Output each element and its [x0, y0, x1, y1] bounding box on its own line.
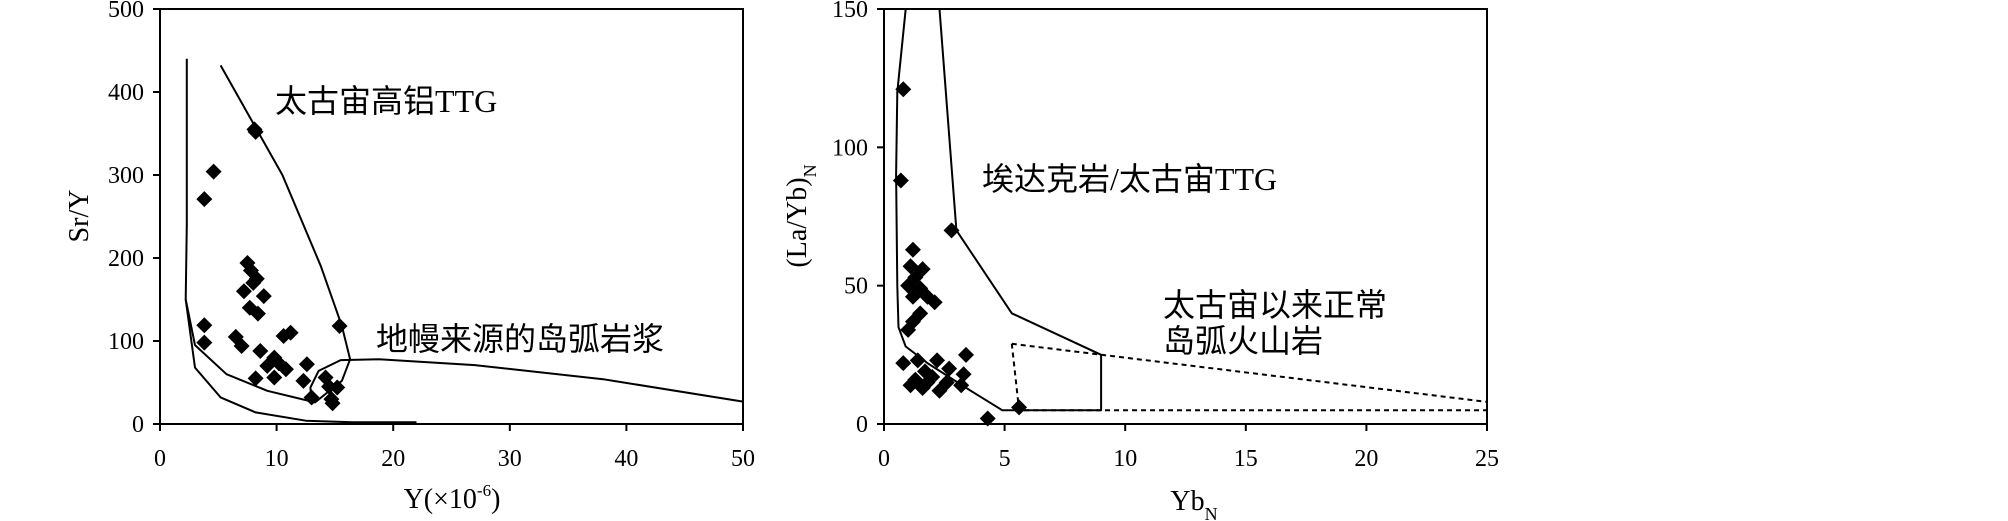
chart1-data-point: [259, 357, 276, 374]
chart1-y-tick-label: 300: [108, 163, 144, 189]
chart2-x-tick-label: 0: [878, 446, 890, 472]
chart2-data-point: [914, 380, 931, 397]
chart1-data-point: [298, 356, 315, 373]
chart2-annotation-normal-arc-line1: 太古宙以来正常: [1163, 287, 1387, 323]
chart1-data-point: [241, 299, 258, 316]
chart1-data-point: [266, 369, 283, 386]
chart1-y-tick-label: 0: [132, 412, 144, 438]
chart1-data-point: [196, 317, 213, 334]
chart1-data-point: [196, 191, 213, 208]
chart1-curve-arc-magma-field: [184, 299, 417, 424]
chart1-data-point: [235, 283, 252, 300]
chart1-plot-frame: [159, 8, 744, 425]
chart1-field-boundaries: [184, 58, 744, 424]
chart1-data-point: [205, 163, 222, 180]
chart-la-yb-vs-yb: 0 5 10 15 20 25 0 50 100 150 埃达克岩/太古宙TTG 太古宙以来正常…: [782, 0, 1499, 521]
chart2-curve-normal-arc-field: [1010, 342, 1488, 412]
chart2-annotation-adakite-ttg: 埃达克岩/太古宙TTG: [982, 161, 1277, 197]
chart2-data-point: [895, 81, 912, 98]
chart1-x-ticks: 0 10 20 30 40 50: [154, 424, 755, 472]
chart1-y-axis-title: Sr/Y: [64, 190, 95, 243]
chart2-x-tick-label: 10: [1113, 446, 1137, 472]
chart2-x-tick-label: 15: [1234, 446, 1258, 472]
chart1-data-point: [255, 288, 272, 305]
chart1-data-point: [247, 370, 264, 387]
chart1-annotation-high-al-ttg: 太古宙高铝TTG: [275, 83, 497, 119]
chart1-y-ticks: 0 100 200 300 400 500: [108, 0, 160, 438]
chart2-data-point: [979, 410, 996, 427]
chart1-annotation-arc-magma: 地幔来源的岛弧岩浆: [376, 321, 664, 357]
chart1-data-point: [295, 372, 312, 389]
chart2-data-point: [892, 172, 909, 189]
chart1-data-point: [282, 324, 299, 341]
chart1-data-point: [245, 274, 262, 291]
chart2-data-point: [955, 366, 972, 383]
chart1-x-tick-label: 10: [265, 446, 289, 472]
chart2-plot-frame: [883, 8, 1488, 425]
chart2-x-axis-title: YbN: [1170, 486, 1217, 521]
chart2-x-ticks: 0 5 10 15 20 25: [878, 424, 1499, 472]
chart2-y-tick-label: 0: [856, 412, 868, 438]
chart2-data-point: [929, 352, 946, 369]
chart1-y-tick-label: 500: [108, 0, 144, 23]
chart1-x-tick-label: 20: [381, 446, 405, 472]
chart1-data-point: [196, 334, 213, 351]
chart2-data-point: [953, 377, 970, 394]
chart2-data-point: [895, 355, 912, 372]
chart2-y-tick-label: 100: [832, 135, 868, 161]
chart2-data-point: [1011, 399, 1028, 416]
chart1-data-points: [196, 121, 348, 412]
chart2-data-point: [904, 288, 921, 305]
chart1-data-point: [247, 123, 264, 140]
chart2-data-point: [941, 360, 958, 377]
chart1-data-point: [331, 318, 348, 335]
chart2-x-tick-label: 25: [1475, 446, 1499, 472]
chart1-data-point: [324, 395, 341, 412]
chart2-y-ticks: 0 50 100 150: [832, 0, 884, 438]
chart2-y-tick-label: 50: [844, 274, 868, 300]
chart2-x-tick-label: 5: [999, 446, 1011, 472]
chart1-data-point: [252, 342, 269, 359]
chart1-data-point: [329, 379, 346, 396]
chart2-annotation-normal-arc-line2: 岛弧火山岩: [1163, 323, 1323, 359]
chart1-x-tick-label: 30: [498, 446, 522, 472]
chart-sr-y-vs-y: 0 10 20 30 40 50 0 100 200 300 400 500 太古宙高铝TTG 地幔…: [64, 0, 755, 515]
chart1-y-tick-label: 400: [108, 80, 144, 106]
chart1-x-tick-label: 40: [614, 446, 638, 472]
chart1-data-point: [233, 337, 250, 354]
chart2-data-point: [958, 346, 975, 363]
chart2-data-point: [938, 374, 955, 391]
chart2-y-tick-label: 150: [832, 0, 868, 23]
chart1-x-axis-title: Y(×10-6): [404, 481, 501, 515]
chart1-y-tick-label: 100: [108, 329, 144, 355]
chart2-data-points: [892, 81, 1028, 427]
chart2-x-tick-label: 20: [1354, 446, 1378, 472]
chart2-y-axis-title: (La/Yb)N: [782, 164, 820, 267]
chart1-data-point: [303, 389, 320, 406]
chart2-data-point: [904, 241, 921, 258]
chart2-data-point: [909, 352, 926, 369]
chart1-data-point: [249, 305, 266, 322]
chart2-data-point: [943, 222, 960, 239]
chart2-data-point: [926, 294, 943, 311]
chart2-data-point: [902, 377, 919, 394]
chart2-data-point: [900, 321, 917, 338]
chart1-curve-arc-magma-field-upper: [309, 358, 744, 403]
chart1-x-tick-label: 0: [154, 446, 166, 472]
chart1-y-tick-label: 200: [108, 246, 144, 272]
chart1-x-tick-label: 50: [731, 446, 755, 472]
chart1-data-point: [277, 361, 294, 378]
